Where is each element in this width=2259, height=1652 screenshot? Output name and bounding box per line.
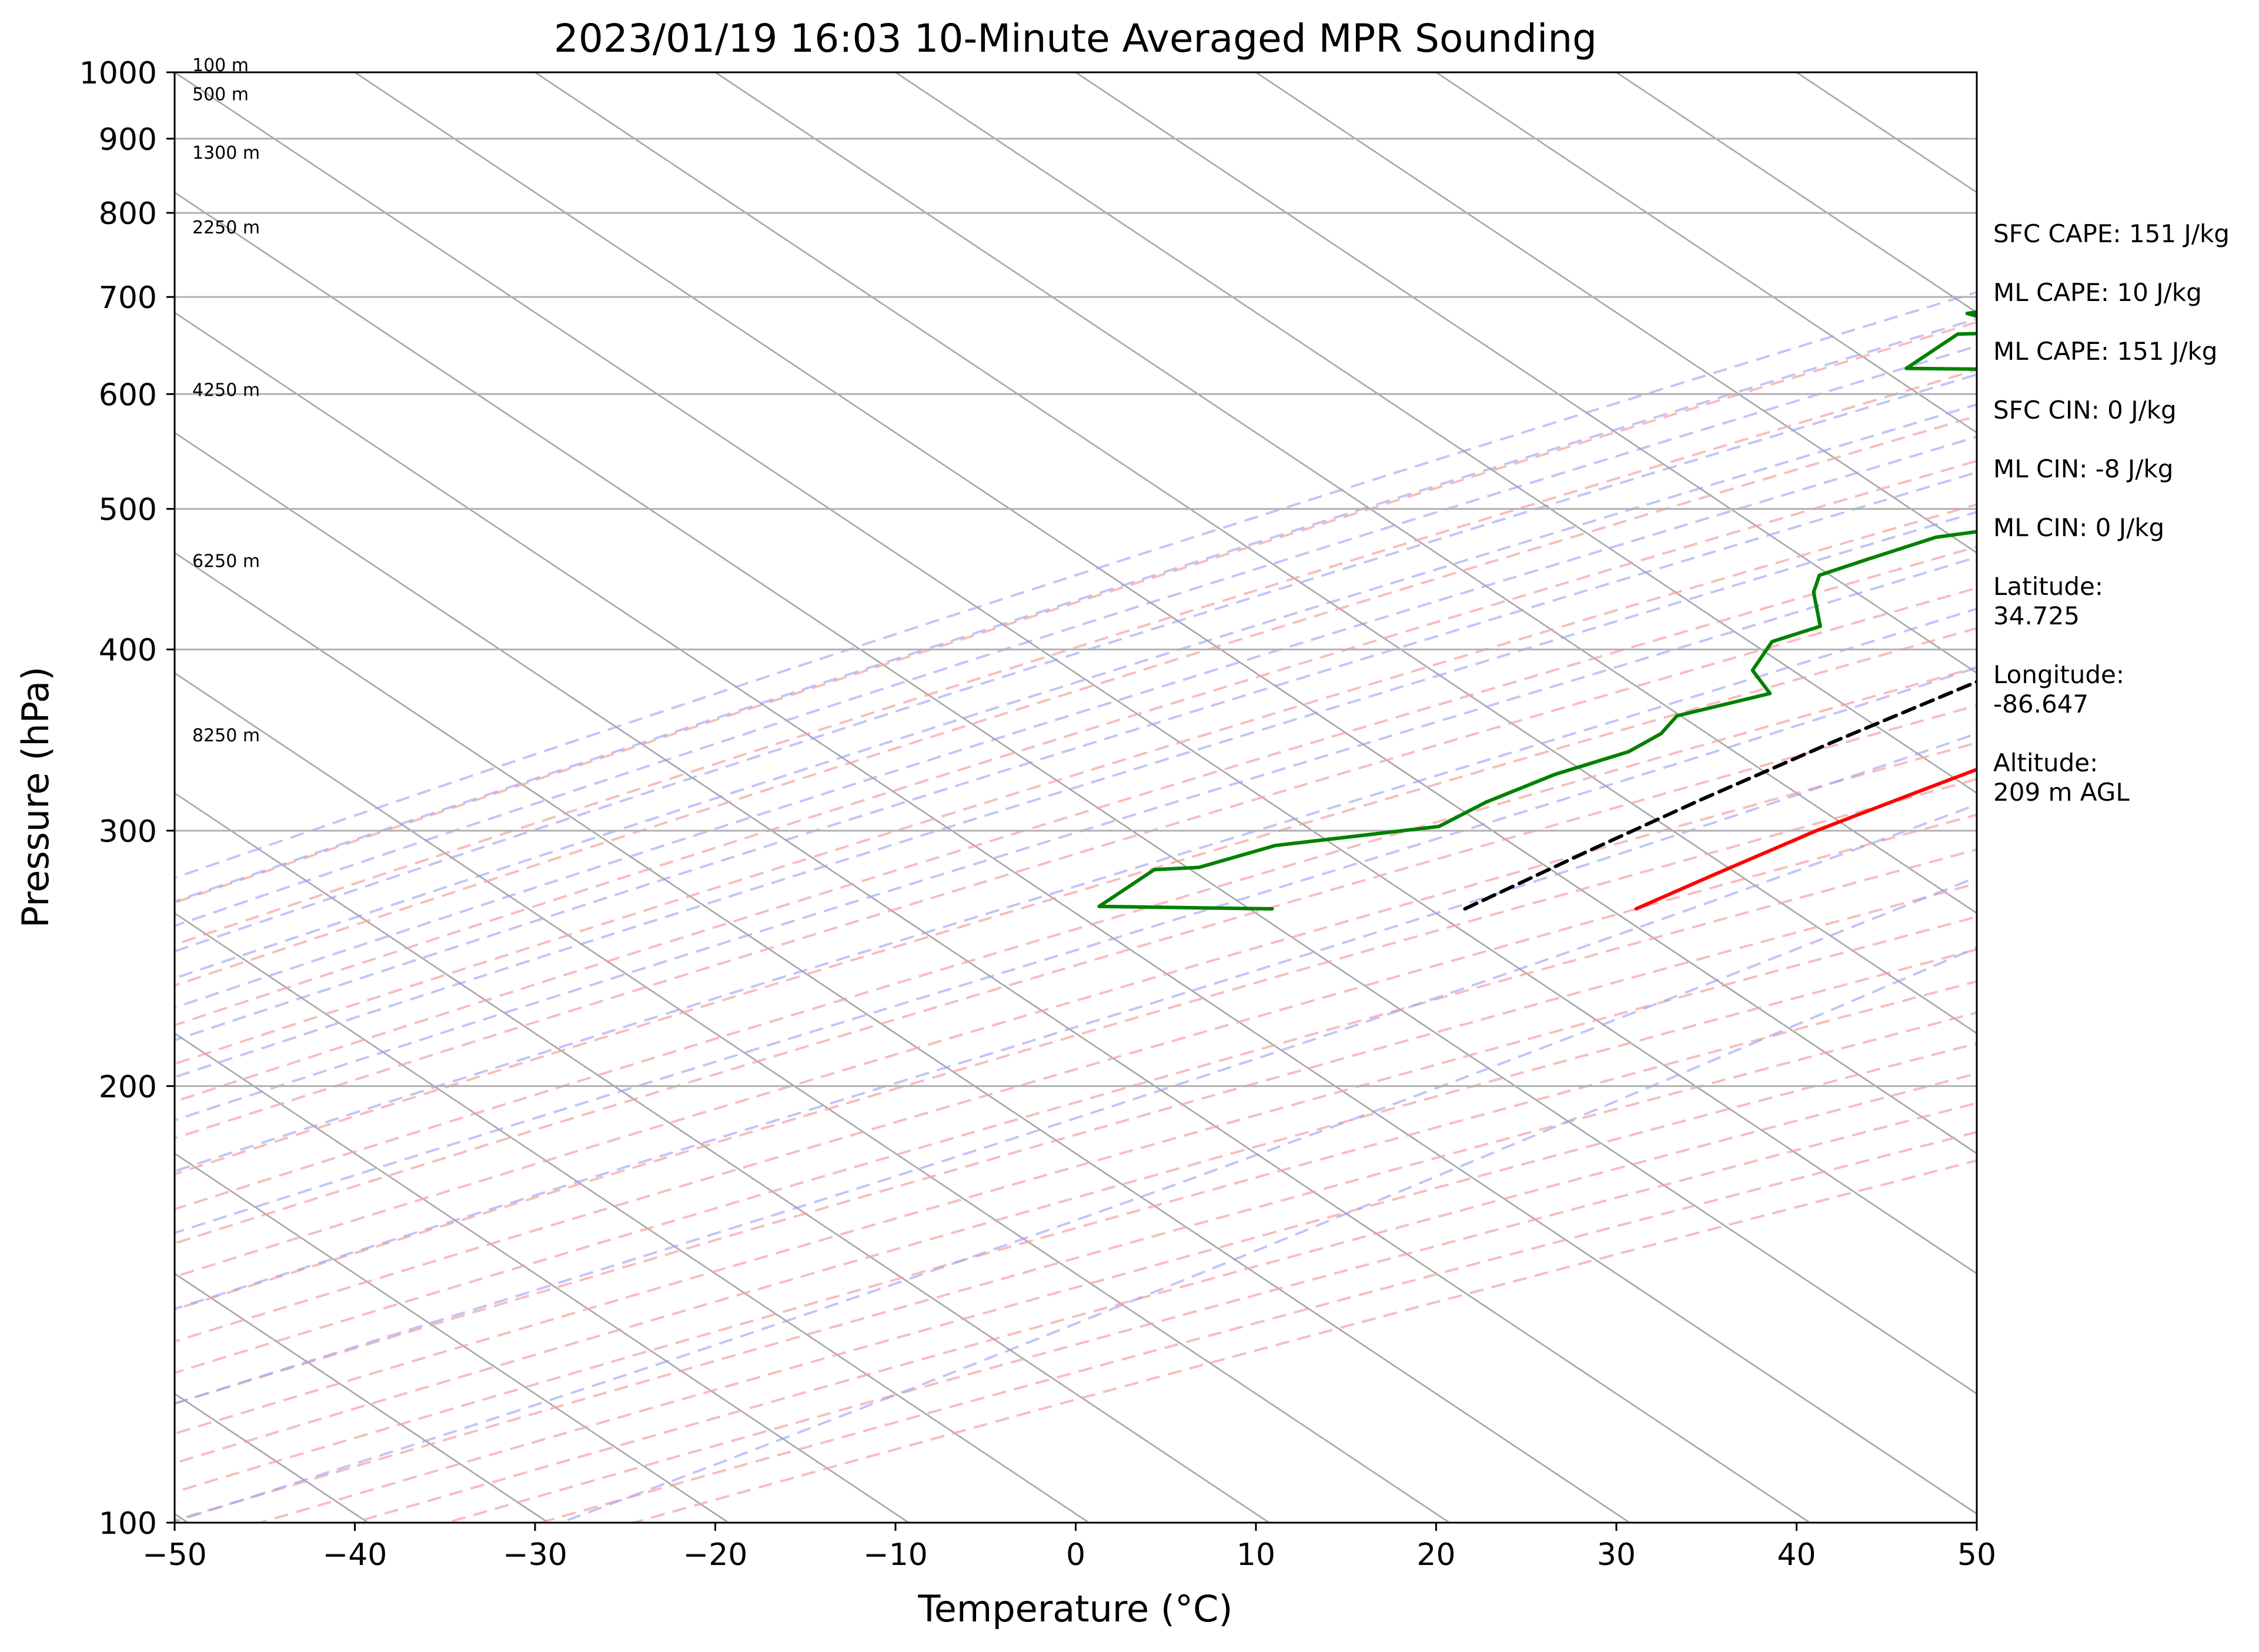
y-tick-label-2: 300	[99, 814, 157, 850]
moist-adiabat-10	[175, 666, 1977, 1235]
isotherm-line-23	[714, 72, 1977, 914]
isotherm-line-27	[1435, 72, 1977, 434]
x-tick-label-9: 40	[1777, 1537, 1816, 1573]
isotherm-line-14	[175, 792, 1270, 1523]
dry-adiabat-3	[175, 459, 1977, 1026]
stat-annotation-7: Longitude: -86.647	[1993, 660, 2124, 718]
y-tick-label-8: 900	[99, 122, 157, 158]
y-tick-label-7: 800	[99, 196, 157, 232]
x-tick-label-1: −40	[323, 1537, 387, 1573]
x-tick-label-8: 30	[1597, 1537, 1636, 1573]
x-tick-label-3: −20	[683, 1537, 748, 1573]
stat-annotation-1: ML CAPE: 10 J/kg	[1993, 278, 2202, 307]
y-tick-label-6: 700	[99, 280, 157, 316]
x-tick-label-4: −10	[863, 1537, 928, 1573]
background-reference-lines	[0, 72, 1977, 1523]
series-line-0	[1634, 767, 1977, 911]
y-tick-label-1: 200	[99, 1069, 157, 1105]
dry-adiabat-9	[175, 704, 1977, 1245]
isotherm-line-12	[175, 1032, 910, 1523]
stat-annotation-5: ML CIN: 0 J/kg	[1993, 513, 2164, 542]
x-tick-label-2: −30	[503, 1537, 567, 1573]
moist-adiabat-5	[175, 435, 1977, 1009]
y-tick-label-9: 1000	[79, 56, 157, 91]
altitude-label-2: 4250 m	[192, 380, 260, 401]
moist-adiabat-3	[175, 373, 1977, 953]
dry-adiabat-11	[175, 778, 1977, 1311]
altitude-label-1: 6250 m	[192, 551, 260, 572]
moist-adiabat-4	[175, 403, 1977, 980]
moist-adiabat-1	[175, 317, 1977, 903]
isotherm-line-15	[175, 672, 1450, 1523]
pressure-gridlines	[175, 71, 1977, 1524]
isotherm-line-26	[1255, 72, 1977, 554]
dry-adiabat-7	[175, 627, 1977, 1176]
altitude-label-0: 8250 m	[192, 725, 260, 746]
dry-adiabat-20	[353, 1072, 1977, 1523]
x-tick-label-7: 20	[1416, 1537, 1455, 1573]
isotherm-line-19	[175, 191, 1977, 1395]
x-tick-label-10: 50	[1957, 1537, 1996, 1573]
moist-adiabat-9	[175, 607, 1977, 1173]
stat-annotation-8: Altitude: 209 m AGL	[1993, 748, 2130, 807]
series-line-1	[1097, 310, 1977, 911]
isotherm-line-18	[175, 312, 1977, 1515]
isotherm-line-17	[175, 432, 1810, 1523]
stats-annotations: SFC CAPE: 151 J/kg ML CAPE: 10 J/kg ML CAP…	[1993, 219, 2230, 807]
dry-adiabat-1	[175, 368, 1977, 947]
isotherm-line-25	[1075, 72, 1977, 674]
x-axis-label: Temperature (°C)	[917, 1587, 1232, 1630]
stat-annotation-4: ML CIN: -8 J/kg	[1993, 454, 2173, 483]
dry-adiabat-5	[175, 545, 1977, 1103]
isotherm-line-7	[0, 72, 8, 1523]
y-tick-label-5: 600	[99, 377, 157, 413]
isotherm-line-21	[354, 72, 1977, 1155]
isotherm-line-16	[175, 551, 1630, 1523]
isotherm-line-22	[534, 72, 1977, 1035]
isotherm-line-24	[895, 72, 1977, 794]
stat-annotation-3: SFC CIN: 0 J/kg	[1993, 396, 2177, 424]
altitude-label-5: 500 m	[192, 84, 249, 105]
stat-annotation-0: SFC CAPE: 151 J/kg	[1993, 219, 2230, 248]
isotherm-line-11	[175, 1152, 729, 1523]
dry-adiabat-14	[175, 882, 1977, 1405]
isotherm-line-10	[175, 1272, 549, 1523]
x-tick-label-6: 10	[1237, 1537, 1275, 1573]
y-axis-label: Pressure (hPa)	[14, 667, 57, 928]
moist-adiabat-12	[175, 803, 1977, 1405]
y-axis-ticks: 100 200 300 400 500 600 700 800 900 1000	[79, 56, 175, 1541]
dry-adiabat-13	[175, 848, 1977, 1375]
dry-adiabat-2	[175, 414, 1977, 987]
dry-adiabat-12	[175, 813, 1977, 1343]
stat-annotation-6: Latitude: 34.725	[1993, 572, 2103, 630]
altitude-label-3: 2250 m	[192, 218, 260, 238]
stat-annotation-2: ML CAPE: 151 J/kg	[1993, 337, 2217, 366]
y-tick-label-4: 500	[99, 493, 157, 528]
x-axis-ticks: −50 −40 −30 −20 −10 0 10 20 30 40 50	[142, 1523, 1996, 1573]
series-line-2	[1463, 680, 1977, 911]
y-tick-label-0: 100	[99, 1506, 157, 1541]
x-tick-label-5: 0	[1066, 1537, 1085, 1573]
isotherm-line-13	[175, 912, 1090, 1523]
y-tick-label-3: 400	[99, 633, 157, 668]
x-tick-label-0: −50	[142, 1537, 207, 1573]
chart-title: 2023/01/19 16:03 10-Minute Averaged MPR …	[554, 16, 1597, 61]
series-layer	[1097, 310, 1977, 911]
moist-adiabat-2	[175, 345, 1977, 928]
altitude-label-4: 1300 m	[192, 143, 260, 163]
dry-adiabat-0	[175, 320, 1977, 904]
